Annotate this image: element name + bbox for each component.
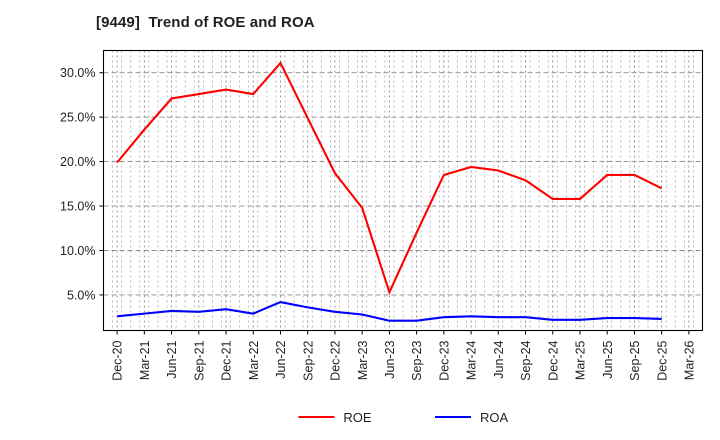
x-axis-tick-label: Dec-23 [437, 340, 451, 380]
x-axis-tick-label: Mar-26 [682, 340, 696, 380]
y-axis-tick-label: 30.0% [60, 66, 95, 80]
x-axis-tick-label: Dec-24 [546, 340, 560, 380]
x-axis-tick-label: Sep-24 [519, 340, 533, 380]
x-axis-tick-label: Sep-22 [301, 340, 315, 380]
y-axis-tick-label: 20.0% [60, 155, 95, 169]
x-axis-tick-label: Sep-23 [410, 340, 424, 380]
vertical-major-gridlines [116, 50, 690, 331]
x-axis-tick-label: Dec-21 [220, 340, 234, 380]
series-line-roa [117, 300, 662, 322]
y-axis-tick-labels: 5.0% 10.0% 15.0% 20.0% 25.0% 30.0% [60, 66, 95, 302]
y-axis-tick-label: 15.0% [60, 200, 95, 214]
x-axis-tick-label: Sep-25 [628, 340, 642, 380]
x-axis-tick-label: Dec-22 [329, 340, 343, 380]
x-axis-tick-label: Mar-23 [356, 340, 370, 380]
x-axis-tick-label: Dec-25 [655, 340, 669, 380]
x-axis-tick-label: Mar-25 [574, 340, 588, 380]
legend-label-roa: ROA [480, 410, 509, 425]
x-axis-tick-label: Jun-25 [601, 340, 615, 378]
plot-area-frame [102, 49, 704, 332]
x-axis-tick-label: Mar-22 [247, 340, 261, 380]
vertical-minor-gridlines [112, 50, 694, 331]
x-axis-tick-label: Sep-21 [192, 340, 206, 380]
y-axis-tick-label: 10.0% [60, 244, 95, 258]
x-axis-tick-label: Jun-21 [165, 340, 179, 378]
x-axis-tick-label: Dec-20 [111, 340, 125, 380]
x-axis-tick-label: Mar-24 [465, 340, 479, 380]
x-axis-tick-label: Mar-21 [138, 340, 152, 380]
x-axis-tick-label: Jun-22 [274, 340, 288, 378]
y-axis-tick-label: 25.0% [60, 111, 95, 125]
series-line-roe [116, 61, 663, 296]
x-axis-tick-label: Jun-23 [383, 340, 397, 378]
horizontal-gridlines [99, 72, 703, 296]
x-axis-tick-label: Jun-24 [492, 340, 506, 378]
chart-legend: ROE ROA [298, 410, 509, 425]
chart-title: [9449] Trend of ROE and ROA [96, 14, 315, 31]
x-axis-tick-labels: Dec-20 Mar-21 Jun-21 Sep-21 Dec-21 Mar-22 Jun-… [111, 330, 696, 381]
legend-label-roe: ROE [343, 410, 372, 425]
y-axis-tick-label: 5.0% [67, 288, 96, 302]
data-series-group [116, 61, 663, 322]
